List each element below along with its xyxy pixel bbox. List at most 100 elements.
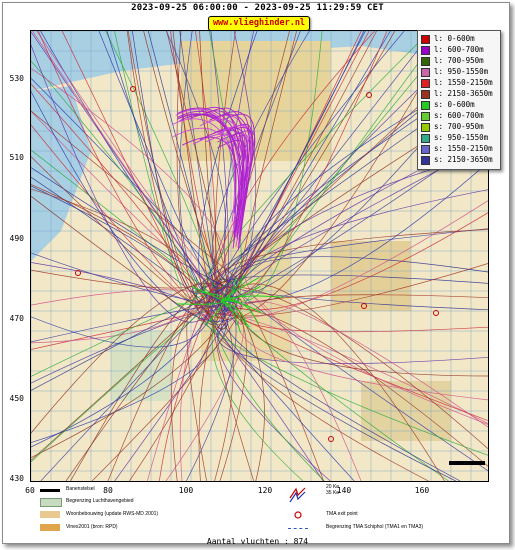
flight-track	[217, 139, 245, 237]
flight-track	[237, 31, 388, 298]
flight-track	[179, 31, 204, 293]
flight-track	[218, 124, 252, 237]
flight-track	[232, 256, 488, 285]
flight-track	[172, 31, 225, 313]
legend-item: s: 2150-3650m	[421, 154, 493, 165]
flight-track	[132, 31, 197, 294]
flight-track	[31, 280, 219, 448]
map-canvas	[31, 31, 488, 481]
flight-track	[176, 31, 212, 318]
flight-track	[37, 31, 234, 315]
flight-track	[220, 299, 259, 325]
flight-track	[197, 317, 488, 456]
flight-track	[143, 31, 228, 284]
legend-label: l: 950-1550m	[434, 67, 489, 76]
flight-track-map[interactable]	[30, 30, 489, 482]
flight-track	[216, 324, 488, 364]
flight-count: Aantal vluchten : 874	[206, 537, 309, 546]
flight-track	[31, 298, 202, 344]
flight-track	[237, 31, 362, 282]
flight-track	[241, 318, 488, 377]
y-tick-label: 530	[9, 74, 24, 83]
flight-track	[31, 311, 203, 350]
altitude-legend: l: 0-600m l: 600-700m l: 700-950m l: 950…	[417, 30, 501, 170]
legend-label: s: 950-1550m	[434, 133, 489, 142]
legend-item: s: 600-700m	[421, 110, 484, 121]
legend-label: l: 2150-3650m	[434, 89, 493, 98]
site-badge[interactable]: www.vlieghinder.nl	[208, 16, 310, 31]
legend-item: s: 700-950m	[421, 121, 484, 132]
x-tick-label: 80	[103, 486, 113, 495]
y-tick-label: 510	[9, 153, 24, 162]
flight-track	[181, 136, 240, 249]
x-tick-label: 60	[25, 486, 35, 495]
map-key: Banenstelsel Begrenzing Luchthavengebied…	[30, 484, 487, 538]
map-key-housing: Woonbebouwing (update RWS-MD 2001)	[66, 511, 159, 517]
flight-track	[31, 286, 234, 463]
flight-track	[172, 127, 235, 222]
legend-swatch	[421, 111, 430, 121]
flight-track	[209, 278, 488, 311]
flight-track	[31, 316, 209, 348]
x-tick-label: 120	[257, 486, 273, 495]
y-tick-label: 450	[9, 394, 24, 403]
flight-track	[126, 31, 226, 325]
map-key-tma-exit: TMA exit point	[326, 511, 358, 517]
legend-swatch	[421, 89, 430, 99]
flight-track	[192, 287, 355, 481]
flight-track	[196, 286, 488, 449]
legend-swatch	[421, 67, 430, 77]
flight-track	[114, 297, 239, 481]
x-tick-label: 160	[414, 486, 430, 495]
flight-track	[61, 31, 198, 307]
map-key-vinex: Vinex2001 (bron: RPD)	[66, 524, 118, 530]
legend-swatch	[421, 144, 430, 154]
flight-track	[220, 300, 248, 327]
flight-track	[226, 127, 254, 251]
flight-track	[215, 31, 236, 289]
flight-track	[31, 317, 229, 443]
legend-item: l: 700-950m	[421, 55, 484, 66]
flight-track	[195, 293, 456, 481]
legend-item: l: 600-700m	[421, 44, 484, 55]
flight-track	[222, 286, 362, 481]
legend-swatch	[421, 45, 430, 55]
flight-track	[31, 282, 230, 434]
legend-swatch	[421, 155, 430, 165]
y-tick-label: 470	[9, 314, 24, 323]
flight-track	[176, 300, 223, 305]
flight-track	[220, 295, 284, 302]
flight-track	[98, 31, 223, 291]
map-grid	[31, 31, 488, 481]
flight-track	[31, 83, 210, 321]
flight-track	[209, 31, 229, 325]
legend-label: s: 2150-3650m	[434, 155, 493, 164]
flight-track	[220, 31, 366, 330]
time-range-title: 2023-09-25 06:00:00 - 2023-09-25 11:29:5…	[131, 3, 384, 13]
vinex-swatch	[40, 524, 60, 531]
flight-track	[199, 129, 247, 228]
flight-track	[214, 31, 453, 320]
legend-label: l: 0-600m	[434, 34, 475, 43]
flight-track	[236, 300, 488, 428]
legend-label: l: 700-950m	[434, 56, 484, 65]
legend-item: s: 0-600m	[421, 99, 475, 110]
tma-exit-points	[75, 86, 439, 442]
x-tick-label: 140	[336, 486, 352, 495]
flight-track	[31, 176, 219, 319]
legend-swatch	[421, 122, 430, 132]
legend-item: s: 1550-2150m	[421, 143, 493, 154]
flight-track	[31, 68, 226, 282]
legend-item: l: 0-600m	[421, 33, 475, 44]
legend-label: l: 600-700m	[434, 45, 484, 54]
legend-label: s: 1550-2150m	[434, 144, 493, 153]
flight-track	[40, 31, 239, 297]
legend-label: s: 0-600m	[434, 100, 475, 109]
flight-track	[192, 133, 244, 221]
y-tick-label: 430	[9, 474, 24, 483]
legend-swatch	[421, 78, 430, 88]
tma-boundary-swatch	[288, 528, 308, 529]
legend-label: s: 700-950m	[434, 122, 484, 131]
flight-track	[223, 31, 254, 282]
flight-track	[186, 283, 237, 481]
